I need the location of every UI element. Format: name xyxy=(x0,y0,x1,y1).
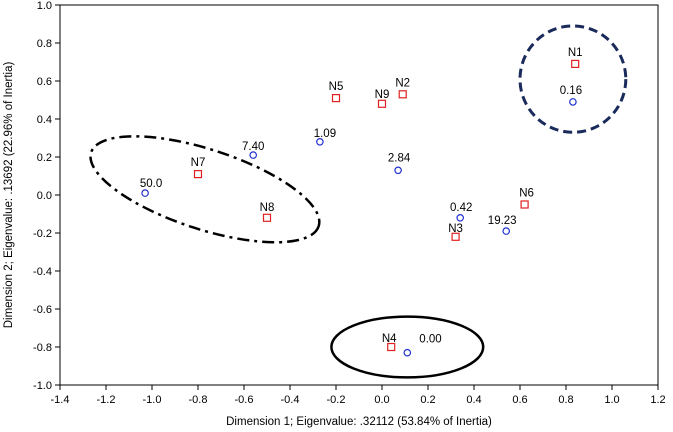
x-tick-label: 1.2 xyxy=(650,394,665,406)
point-label: 50.0 xyxy=(140,178,162,190)
x-tick-label: -0.4 xyxy=(281,394,300,406)
x-tick-label: -0.8 xyxy=(189,394,208,406)
x-tick-label: -1.2 xyxy=(97,394,116,406)
point-marker-square xyxy=(377,99,387,108)
y-tick-label: -0.6 xyxy=(33,304,52,316)
point-marker-square xyxy=(520,200,529,209)
point-marker-square xyxy=(571,59,580,69)
point-marker-circle xyxy=(403,348,412,357)
y-tick-label: 0.2 xyxy=(37,152,52,164)
x-tick-label: -0.6 xyxy=(235,394,254,406)
x-tick-label: 0.0 xyxy=(374,394,389,406)
x-tick-label: 0.8 xyxy=(558,394,573,406)
point-marker-circle xyxy=(141,189,149,197)
y-tick-label: 0.0 xyxy=(37,190,52,202)
point-label: N3 xyxy=(448,223,463,235)
x-tick-label: 0.2 xyxy=(420,394,435,406)
point-marker-square xyxy=(387,342,396,352)
points-layer: N1 N2 N3 N4 N5 N6 N7 N8 N9 0.16 1.09 2.84 7.40 50.0 0.… xyxy=(140,47,583,357)
point-label: 19.23 xyxy=(488,215,517,227)
point-marker-circle xyxy=(502,227,511,235)
point-marker-circle xyxy=(249,151,258,159)
y-tick-label: -0.2 xyxy=(33,228,52,240)
point-label: 1.09 xyxy=(314,128,336,140)
y-tick-label: -0.8 xyxy=(33,342,52,354)
point-label: N7 xyxy=(191,157,206,169)
point-label: N4 xyxy=(382,333,397,345)
point-label: N8 xyxy=(260,202,275,214)
point-marker-square xyxy=(398,90,407,99)
y-tick-label: -0.4 xyxy=(33,266,52,278)
y-axis-title: Dimension 2; Eigenvalue: .13692 (22.96% … xyxy=(3,62,15,329)
x-tick-label: 0.6 xyxy=(512,394,527,406)
point-marker-square xyxy=(331,93,341,103)
ticks-layer: -1.4 -1.2 -1.0 -0.8 -0.6 -0.4 -0.2 0.0 0.2 0.4 0.6… xyxy=(33,0,666,406)
y-tick-label: 0.6 xyxy=(37,76,52,88)
highlight-ellipse xyxy=(518,24,628,134)
x-axis-title: Dimension 1; Eigenvalue: .32112 (53.84% … xyxy=(226,416,492,428)
x-tick-label: -1.4 xyxy=(51,394,70,406)
x-tick-label: -0.2 xyxy=(327,394,346,406)
point-marker-square xyxy=(262,213,272,222)
plot-frame xyxy=(59,4,659,386)
point-label: N6 xyxy=(519,188,534,200)
x-tick-label: -1.0 xyxy=(143,394,162,406)
point-marker-circle xyxy=(569,98,577,106)
point-label: N2 xyxy=(395,77,410,89)
point-marker-circle xyxy=(316,138,324,146)
highlight-ellipse xyxy=(89,135,321,244)
highlight-ellipse xyxy=(330,315,485,379)
y-tick-label: -1.0 xyxy=(33,380,52,392)
point-label: N1 xyxy=(568,47,583,59)
point-marker-square xyxy=(193,170,203,179)
point-label: N5 xyxy=(329,81,344,93)
point-label: N9 xyxy=(375,89,390,101)
y-tick-label: 1.0 xyxy=(37,0,52,12)
point-label: 0.00 xyxy=(419,334,441,346)
point-marker-square xyxy=(451,232,460,241)
point-label: 2.84 xyxy=(388,152,411,164)
annotations-layer xyxy=(89,24,628,379)
x-tick-label: 1.0 xyxy=(604,394,619,406)
point-label: 7.40 xyxy=(242,141,264,153)
point-label: 0.16 xyxy=(560,85,582,97)
point-marker-circle xyxy=(394,166,402,175)
y-tick-label: 0.4 xyxy=(37,114,52,126)
x-tick-label: 0.4 xyxy=(466,394,481,406)
point-label: 0.42 xyxy=(450,202,472,214)
point-marker-circle xyxy=(456,214,465,222)
y-tick-label: 0.8 xyxy=(37,38,52,50)
